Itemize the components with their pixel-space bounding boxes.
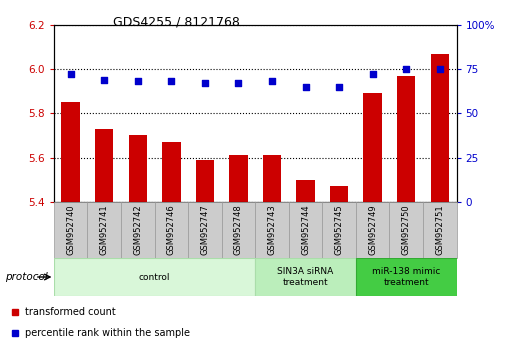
Bar: [121, 202, 154, 258]
Bar: [162, 142, 181, 202]
Bar: [356, 258, 457, 296]
Text: GSM952748: GSM952748: [234, 205, 243, 256]
Text: miR-138 mimic
treatment: miR-138 mimic treatment: [372, 267, 441, 287]
Point: [100, 77, 108, 82]
Bar: [330, 186, 348, 202]
Point: [234, 80, 243, 86]
Text: control: control: [139, 273, 170, 281]
Bar: [188, 202, 222, 258]
Bar: [289, 202, 322, 258]
Text: GSM952744: GSM952744: [301, 205, 310, 256]
Bar: [154, 202, 188, 258]
Bar: [54, 202, 87, 258]
Text: transformed count: transformed count: [25, 307, 116, 316]
Bar: [195, 160, 214, 202]
Point: [302, 84, 310, 90]
Bar: [54, 258, 255, 296]
Bar: [356, 202, 389, 258]
Bar: [62, 102, 80, 202]
Text: GSM952745: GSM952745: [334, 205, 344, 256]
Text: GSM952746: GSM952746: [167, 205, 176, 256]
Text: GSM952747: GSM952747: [201, 205, 209, 256]
Text: GSM952742: GSM952742: [133, 205, 142, 256]
Bar: [397, 76, 416, 202]
Bar: [263, 155, 281, 202]
Text: GSM952749: GSM952749: [368, 205, 377, 256]
Text: protocol: protocol: [5, 272, 48, 282]
Point: [134, 79, 142, 84]
Bar: [229, 155, 248, 202]
Point: [335, 84, 343, 90]
Point: [201, 80, 209, 86]
Bar: [430, 53, 449, 202]
Point: [67, 72, 75, 77]
Text: percentile rank within the sample: percentile rank within the sample: [25, 328, 190, 338]
Point: [167, 79, 175, 84]
Bar: [297, 180, 315, 202]
Text: GSM952743: GSM952743: [267, 205, 277, 256]
Text: GDS4255 / 8121768: GDS4255 / 8121768: [113, 16, 240, 29]
Text: SIN3A siRNA
treatment: SIN3A siRNA treatment: [278, 267, 333, 287]
Bar: [95, 129, 113, 202]
Point: [436, 66, 444, 72]
Bar: [255, 258, 356, 296]
Bar: [255, 202, 289, 258]
Text: GSM952740: GSM952740: [66, 205, 75, 256]
Point: [368, 72, 377, 77]
Text: GSM952741: GSM952741: [100, 205, 109, 256]
Bar: [87, 202, 121, 258]
Bar: [389, 202, 423, 258]
Text: GSM952750: GSM952750: [402, 205, 411, 256]
Bar: [423, 202, 457, 258]
Point: [268, 79, 276, 84]
Bar: [129, 136, 147, 202]
Bar: [322, 202, 356, 258]
Point: [402, 66, 410, 72]
Bar: [222, 202, 255, 258]
Bar: [363, 93, 382, 202]
Text: GSM952751: GSM952751: [436, 205, 444, 256]
